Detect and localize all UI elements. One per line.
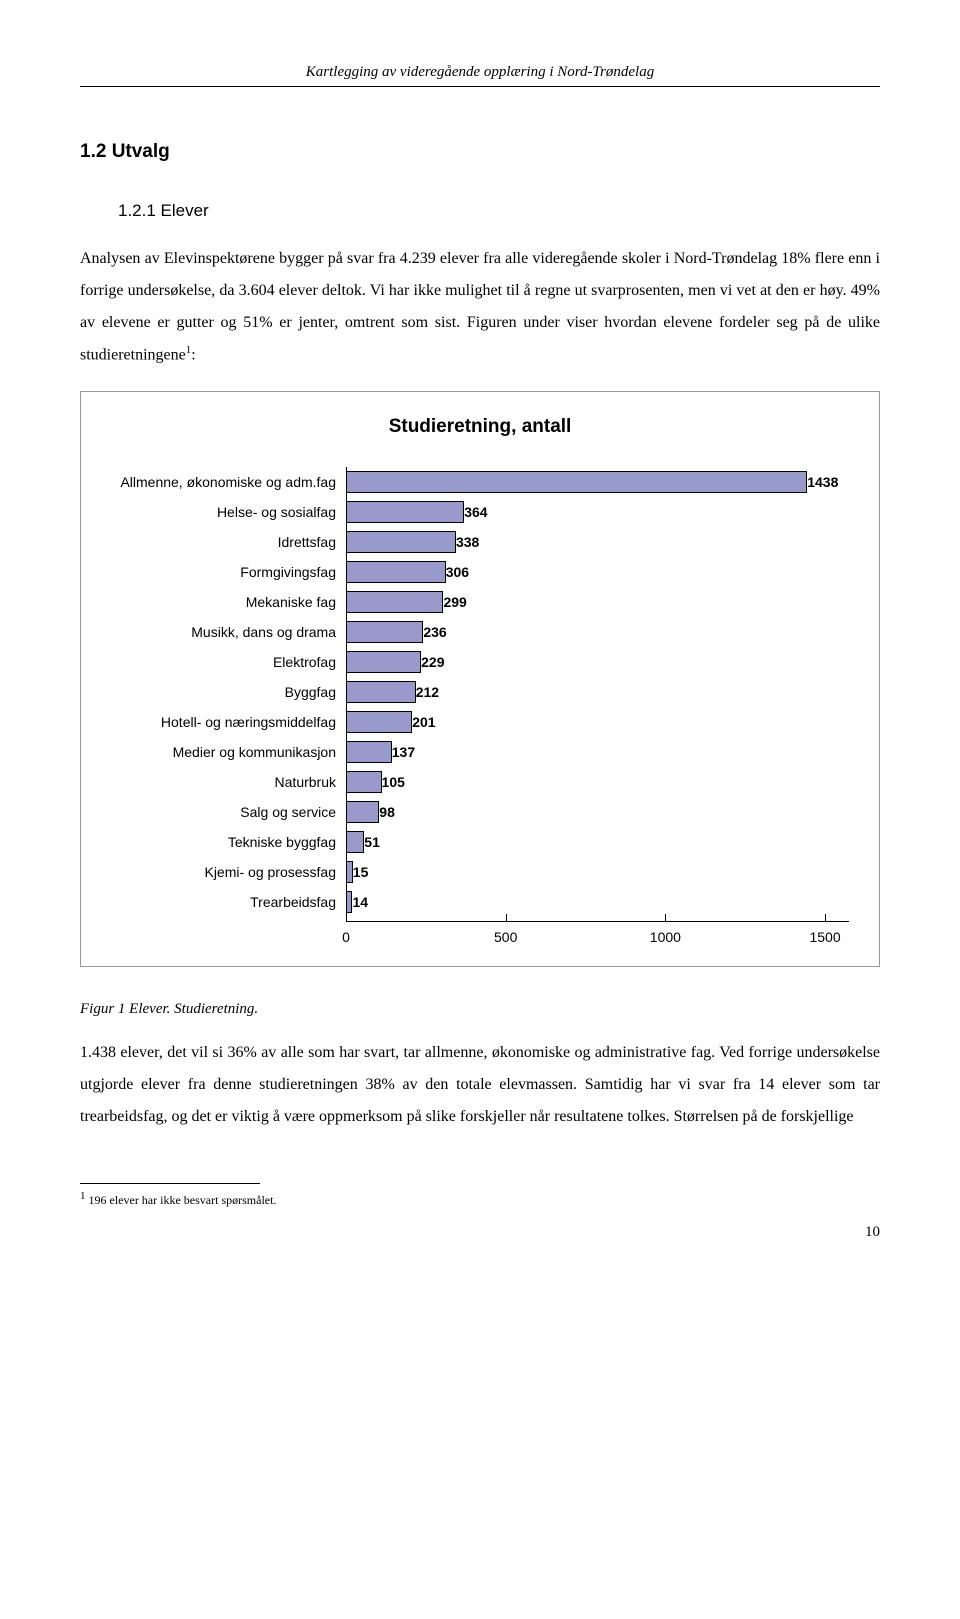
chart-bar-value: 338 [454, 527, 479, 557]
chart-bar-cell: 236 [346, 617, 849, 647]
chart-row: Mekaniske fag 299 [111, 587, 849, 617]
chart-bar [346, 771, 382, 793]
chart-bar [346, 711, 412, 733]
chart-title: Studieretning, antall [111, 412, 849, 442]
chart-bar-cell: 1438 [346, 467, 849, 497]
chart-category-label: Mekaniske fag [111, 591, 346, 613]
chart-bar [346, 561, 446, 583]
paragraph-1: Analysen av Elevinspektørene bygger på s… [80, 243, 880, 371]
chart-row: Medier og kommunikasjon 137 [111, 737, 849, 767]
chart-tick-label: 1000 [650, 926, 681, 948]
paragraph-2: 1.438 elever, det vil si 36% av alle som… [80, 1037, 880, 1133]
chart-bar [346, 501, 464, 523]
chart-bar-value: 236 [421, 617, 446, 647]
chart-category-label: Hotell- og næringsmiddelfag [111, 711, 346, 733]
footnote-text: 196 elever har ikke besvart spørsmålet. [86, 1193, 277, 1207]
chart-bar [346, 621, 423, 643]
chart-bar-cell: 51 [346, 827, 849, 857]
chart-category-label: Musikk, dans og drama [111, 621, 346, 643]
chart-category-label: Helse- og sosialfag [111, 501, 346, 523]
chart-tick-label: 0 [342, 926, 350, 948]
chart-row: Kjemi- og prosessfag15 [111, 857, 849, 887]
chart-tick-label: 1500 [809, 926, 840, 948]
chart-bar-cell: 105 [346, 767, 849, 797]
chart-category-label: Idrettsfag [111, 531, 346, 553]
footnote: 1 196 elever har ikke besvart spørsmålet… [80, 1188, 880, 1210]
chart-bar-cell: 14 [346, 887, 849, 917]
chart-bar-cell: 201 [346, 707, 849, 737]
chart-bar-value: 306 [444, 557, 469, 587]
chart-category-label: Salg og service [111, 801, 346, 823]
chart-row: Allmenne, økonomiske og adm.fag 1438 [111, 467, 849, 497]
chart-row: Idrettsfag 338 [111, 527, 849, 557]
page-number: 10 [80, 1220, 880, 1244]
chart-row: Musikk, dans og drama 236 [111, 617, 849, 647]
chart-bar-cell: 338 [346, 527, 849, 557]
chart-bar [346, 741, 392, 763]
chart-bar [346, 471, 807, 493]
chart-bar-value: 137 [390, 737, 415, 767]
chart-category-label: Trearbeidsfag [111, 891, 346, 913]
chart-bar-value: 1438 [805, 467, 838, 497]
chart-bar-cell: 15 [346, 857, 849, 887]
footnote-rule [80, 1183, 260, 1184]
chart-row: Tekniske byggfag 51 [111, 827, 849, 857]
chart-x-axis: 0 500 1000 1500 [111, 921, 849, 946]
chart-row: Elektrofag 229 [111, 647, 849, 677]
chart-category-label: Medier og kommunikasjon [111, 741, 346, 763]
chart-bar-value: 364 [462, 497, 487, 527]
chart-bar [346, 681, 416, 703]
paragraph-1-text: Analysen av Elevinspektørene bygger på s… [80, 250, 880, 363]
chart-row: Byggfag 212 [111, 677, 849, 707]
chart-bar-cell: 98 [346, 797, 849, 827]
chart-bar [346, 591, 443, 613]
chart-bar [346, 531, 456, 553]
subsection-heading: 1.2.1 Elever [118, 197, 880, 224]
paragraph-1-tail: : [191, 346, 195, 363]
chart-row: Formgivingsfag 306 [111, 557, 849, 587]
chart-bar-value: 14 [350, 887, 368, 917]
chart-row: Trearbeidsfag14 [111, 887, 849, 917]
chart-bar-cell: 299 [346, 587, 849, 617]
chart-category-label: Tekniske byggfag [111, 831, 346, 853]
chart-bar-value: 299 [441, 587, 466, 617]
chart-bar-value: 212 [414, 677, 439, 707]
chart-row: Salg og service 98 [111, 797, 849, 827]
section-heading: 1.2 Utvalg [80, 137, 880, 167]
chart-category-label: Elektrofag [111, 651, 346, 673]
chart-bar-value: 15 [351, 857, 369, 887]
chart-row: Hotell- og næringsmiddelfag 201 [111, 707, 849, 737]
chart-bar-cell: 212 [346, 677, 849, 707]
chart-bar-value: 105 [380, 767, 405, 797]
chart-bar-cell: 229 [346, 647, 849, 677]
chart-bar-value: 98 [377, 797, 395, 827]
chart-bar [346, 651, 421, 673]
chart-category-label: Naturbruk [111, 771, 346, 793]
chart-category-label: Allmenne, økonomiske og adm.fag [111, 471, 346, 493]
chart-container: Studieretning, antall Allmenne, økonomis… [80, 391, 880, 967]
chart-plot-area: Allmenne, økonomiske og adm.fag1438Helse… [111, 467, 849, 917]
chart-bar-cell: 137 [346, 737, 849, 767]
chart-category-label: Formgivingsfag [111, 561, 346, 583]
chart-bar-value: 201 [410, 707, 435, 737]
chart-category-label: Byggfag [111, 681, 346, 703]
chart-bar [346, 801, 379, 823]
chart-row: Helse- og sosialfag 364 [111, 497, 849, 527]
chart-bar-cell: 364 [346, 497, 849, 527]
running-header: Kartlegging av videregående opplæring i … [80, 60, 880, 87]
chart-tick-label: 500 [494, 926, 517, 948]
figure-caption: Figur 1 Elever. Studieretning. [80, 997, 880, 1021]
chart-row: Naturbruk 105 [111, 767, 849, 797]
chart-bar-value: 51 [362, 827, 380, 857]
chart-bar-cell: 306 [346, 557, 849, 587]
chart-category-label: Kjemi- og prosessfag [111, 861, 346, 883]
chart-bar-value: 229 [419, 647, 444, 677]
